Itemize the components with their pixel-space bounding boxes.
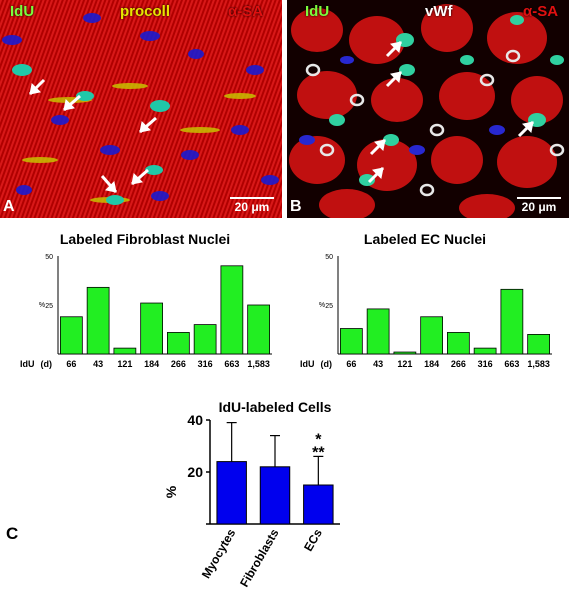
cells-bar [303,484,334,525]
ec-x-tick: 663 [504,359,519,369]
fib-y-tick: 25 [45,303,53,310]
fib-y-tick: 50 [45,254,53,261]
ec-bar [447,332,470,355]
scale-bar-a: 20 μm [230,197,274,214]
panel-letter-b: B [290,198,302,215]
label-alpha-sa: α-SA [228,3,264,20]
label-idu: IdU [10,3,35,20]
fib-x-prefix: IdU [20,359,35,369]
label-alpha-sa: α-SA [523,3,559,20]
fib-bar [220,265,244,355]
fib-bar [113,347,137,355]
ec-x-tick: 66 [346,359,356,369]
ec-bar [340,328,363,355]
fib-bar [140,302,163,355]
cells-x-tick: Myocytes [199,526,239,581]
micrograph-panel-b: IdU vWf α-SA B 20 μm [287,0,569,218]
ec-title: Labeled EC Nuclei [364,231,486,247]
ec-bar [527,334,550,355]
ec-y-label: % [319,302,325,309]
cells-x-tick: Fibroblasts [237,526,282,589]
label-procoll: procoll [120,3,171,20]
fib-x-tick: 1,583 [247,359,270,369]
ec-x-tick: 184 [424,359,439,369]
ec-x-prefix: IdU [300,359,315,369]
ec-y-tick: 50 [325,254,333,261]
ec-x-tick: 1,583 [527,359,550,369]
label-vwf: vWf [425,3,453,20]
ec-x-tick: 266 [451,359,466,369]
fib-x-tick: 43 [93,359,103,369]
fib-x-tick: 184 [144,359,159,369]
cells-annotation-double: ** [312,444,325,461]
ec-bar [473,347,497,355]
label-idu: IdU [305,3,330,20]
micrograph-b-image [287,0,569,218]
ec-bar [393,351,417,355]
ec-x-tick: 43 [373,359,383,369]
cells-annotation-single: * [315,431,322,448]
fib-x-tick: 66 [66,359,76,369]
cells-x-tick: ECs [301,526,325,553]
cells-y-tick: 40 [187,412,203,428]
chart-fibroblast-nuclei: Labeled Fibroblast Nuclei 25 50% 66 43 121 184… [20,231,272,369]
panel-letter-c: C [6,524,19,543]
scale-label-a: 20 μm [234,200,270,214]
fib-x-tick: 663 [224,359,239,369]
cells-bar [259,466,291,525]
fib-bar [60,316,83,355]
fib-bar [247,304,270,355]
scale-bar-b: 20 μm [517,197,561,214]
ec-x-tick: 316 [478,359,493,369]
ec-unit: (d) [321,359,333,369]
fib-x-tick: 121 [117,359,132,369]
fib-bar [167,332,190,355]
ec-bar [500,288,524,355]
fib-bar [193,324,217,355]
fib-unit: (d) [41,359,53,369]
scale-label-b: 20 μm [521,200,557,214]
cells-y-tick: 20 [187,464,203,480]
cells-title: IdU-labeled Cells [219,399,332,415]
fib-x-tick: 266 [171,359,186,369]
chart-ec-nuclei: Labeled EC Nuclei 25 50% 66 43 121 184 266 316 66… [300,231,552,369]
fib-y-label: % [39,302,45,309]
chart-idu-labeled-cells: IdU-labeled Cells 20 40% MyocytesFibroblast… [163,399,340,590]
fib-bar [86,286,110,355]
ec-y-tick: 25 [325,303,333,310]
micrograph-panel-a: IdU procoll α-SA A 20 μm [0,0,282,218]
ec-bar [420,316,443,355]
cells-y-label: % [163,485,179,498]
micrograph-a-image [0,0,282,218]
fib-x-tick: 316 [198,359,213,369]
panel-letter-a: A [3,198,15,215]
cells-bar [216,461,247,525]
ec-bar [366,308,390,355]
ec-x-tick: 121 [397,359,412,369]
fib-title: Labeled Fibroblast Nuclei [60,231,230,247]
